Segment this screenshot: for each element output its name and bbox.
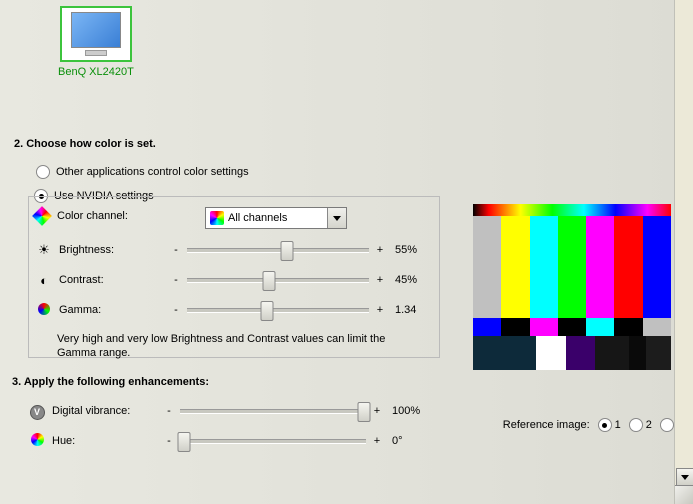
brightness-icon: ☀ [35, 242, 53, 258]
monitor-label: BenQ XL2420T [58, 66, 134, 78]
monitor-icon [60, 6, 132, 62]
gamma-value: 1.34 [385, 304, 435, 316]
gamma-hint: Very high and very low Brightness and Co… [57, 333, 417, 361]
channels-icon [210, 211, 224, 225]
vibrance-value: 100% [382, 405, 432, 417]
slider-thumb[interactable] [358, 402, 371, 422]
section3-title: 3. Apply the following enhancements: [12, 376, 209, 388]
slider-thumb[interactable] [261, 301, 274, 321]
minus-icon: - [171, 274, 181, 286]
hue-slider[interactable] [180, 439, 366, 444]
slider-thumb[interactable] [281, 241, 294, 261]
color-channel-label: Color channel: [57, 210, 169, 222]
contrast-label: Contrast: [59, 274, 171, 286]
radio-other-label: Other applications control color setting… [56, 166, 249, 178]
plus-icon: + [372, 405, 382, 417]
vibrance-label: Digital vibrance: [52, 405, 164, 417]
ref-option-1[interactable]: 1 [598, 418, 621, 432]
gradient-strip [473, 204, 671, 216]
minus-icon: - [164, 405, 174, 417]
resize-grip[interactable] [675, 485, 693, 504]
reference-image [473, 204, 671, 370]
slider-thumb[interactable] [177, 432, 190, 452]
slider-thumb[interactable] [262, 271, 275, 291]
nvidia-settings-group: Color channel: All channels ☀ Brightness… [28, 196, 440, 358]
color-channel-icon [32, 206, 52, 226]
brightness-value: 55% [385, 244, 435, 256]
gamma-icon [35, 303, 53, 318]
color-bars-row4 [473, 336, 671, 370]
minus-icon: - [164, 435, 174, 447]
vertical-scrollbar[interactable] [674, 0, 693, 504]
reference-label: Reference image: [503, 419, 590, 431]
plus-icon: + [375, 274, 385, 286]
gamma-slider[interactable] [187, 308, 369, 313]
plus-icon: + [375, 244, 385, 256]
plus-icon: + [372, 435, 382, 447]
contrast-icon: ◐ [35, 273, 53, 288]
hue-label: Hue: [52, 435, 164, 447]
vibrance-slider[interactable] [180, 409, 366, 414]
vibrance-icon: V [28, 403, 46, 420]
minus-icon: - [171, 244, 181, 256]
color-channel-value: All channels [228, 212, 287, 224]
section2-title: 2. Choose how color is set. [14, 138, 156, 150]
monitor-display[interactable]: BenQ XL2420T [58, 6, 134, 78]
contrast-value: 45% [385, 274, 435, 286]
hue-icon [28, 433, 46, 449]
minus-icon: - [171, 304, 181, 316]
color-channel-dropdown[interactable]: All channels [205, 207, 347, 229]
reference-image-selector: Reference image: 1 2 3 [503, 418, 683, 432]
scroll-down-button[interactable] [676, 468, 693, 486]
hue-value: 0° [382, 435, 432, 447]
dropdown-button[interactable] [327, 208, 346, 228]
radio-icon [36, 165, 50, 179]
brightness-slider[interactable] [187, 248, 369, 253]
gamma-label: Gamma: [59, 304, 171, 316]
radio-other-apps[interactable]: Other applications control color setting… [36, 165, 249, 179]
plus-icon: + [375, 304, 385, 316]
color-bars [473, 216, 671, 318]
ref-option-2[interactable]: 2 [629, 418, 652, 432]
contrast-slider[interactable] [187, 278, 369, 283]
color-bars-row3 [473, 318, 671, 336]
brightness-label: Brightness: [59, 244, 171, 256]
